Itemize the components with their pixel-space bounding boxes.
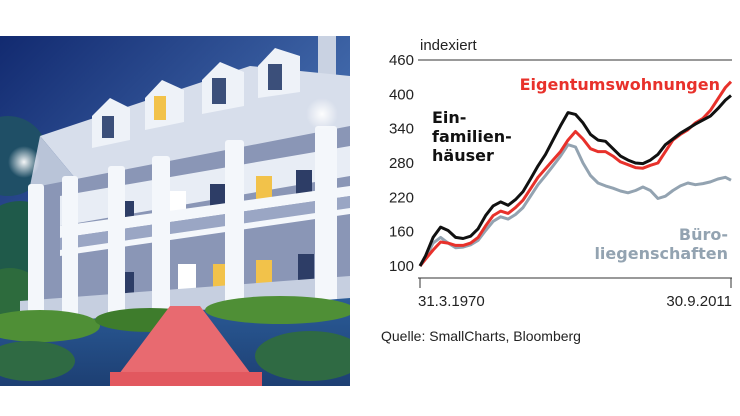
lamp-left: [8, 146, 40, 178]
plantation-house-illustration: [0, 36, 350, 386]
series-label-line: häuser: [432, 146, 494, 165]
balcony: [60, 186, 350, 256]
series-labels: Eigentumswohnungen Ein-familien-häuser Bür…: [432, 75, 728, 263]
price-index-chart: indexiert 100 160 220 280 340 400 460 31.3.197…: [389, 37, 733, 310]
chart-lines: [418, 80, 733, 267]
chimney: [318, 36, 336, 76]
series-line-büroliegenschaften: [418, 143, 732, 267]
columns: [28, 126, 337, 324]
x-end-label: 30.9.2011: [666, 293, 732, 310]
series-label-büroliegenschaften: Büro-liegenschaften: [594, 225, 728, 263]
y-tick-label: 220: [389, 189, 414, 206]
y-tick-label: 340: [389, 121, 414, 138]
dormers: [92, 48, 300, 148]
series-label-line: Eigentumswohnungen: [520, 75, 720, 94]
series-label-line: Büro-: [679, 225, 728, 244]
y-tick-labels: 100 160 220 280 340 400 460: [389, 52, 414, 275]
series-label-line: Ein-: [432, 108, 466, 127]
series-line-einfamilienhäuser: [418, 94, 732, 267]
series-label-einfamilienhäuser: Ein-familien-häuser: [432, 108, 512, 165]
y-tick-label: 100: [389, 258, 414, 275]
garden-path: [110, 306, 260, 386]
y-tick-label: 460: [389, 52, 414, 69]
y-tick-label: 160: [389, 224, 414, 241]
x-start-label: 31.3.1970: [418, 293, 485, 310]
source-note: Quelle: SmallCharts, Bloomberg: [381, 328, 581, 344]
y-tick-label: 400: [389, 86, 414, 103]
roof: [40, 66, 350, 196]
unit-label: indexiert: [420, 37, 478, 54]
series-label-eigentumswohnungen: Eigentumswohnungen: [520, 75, 720, 94]
series-label-line: familien-: [432, 127, 512, 146]
y-tick-label: 280: [389, 155, 414, 172]
lamp-right: [306, 98, 338, 130]
series-label-line: liegenschaften: [594, 244, 728, 263]
